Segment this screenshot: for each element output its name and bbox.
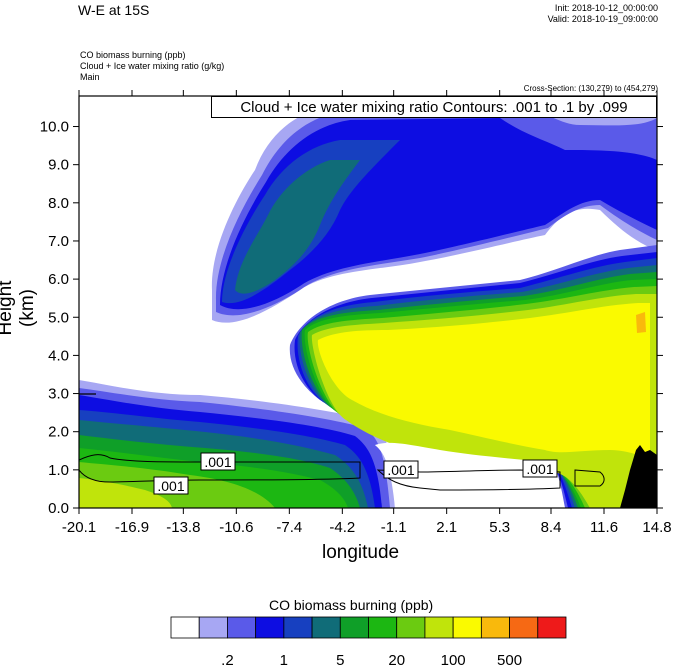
colorbar-tick-label: 500	[497, 652, 522, 667]
variable-line-1: CO biomass burning (ppb)	[80, 50, 186, 60]
y-tick-label: 6.0	[48, 271, 69, 288]
mid-band-orange	[636, 312, 646, 333]
colorbar-swatch	[283, 616, 313, 639]
y-tick-label: 1.0	[48, 462, 69, 479]
colorbar-swatch	[537, 616, 567, 639]
colorbar-swatch	[480, 616, 510, 639]
colorbar-tick-label: .2	[221, 652, 234, 667]
colorbar-swatch	[339, 616, 369, 639]
contour-label-box	[383, 460, 419, 479]
x-tick-label: -1.1	[381, 519, 407, 536]
colorbar-swatch	[396, 616, 426, 639]
colorbar-title: CO biomass burning (ppb)	[269, 597, 434, 613]
x-tick-label: 2.1	[436, 519, 457, 536]
contour-label: .001	[204, 454, 231, 470]
valid-time: Valid: 2018-10-19_09:00:00	[547, 14, 658, 24]
variable-line-3: Main	[80, 72, 100, 82]
colorbar-tick-label: 1	[280, 652, 288, 667]
cloud-contour-right	[574, 469, 605, 487]
y-tick-label: 7.0	[48, 233, 69, 250]
x-axis: -20.1 -16.9 -13.8 -10.6 -7.4 -4.2 -1.1 2.1 5.3 8.…	[62, 90, 672, 536]
contour-label: .001	[157, 478, 184, 494]
terrain	[620, 445, 657, 508]
x-axis-label: longitude	[322, 542, 400, 563]
y-tick-label: 4.0	[48, 347, 69, 364]
x-tick-label: -20.1	[62, 519, 96, 536]
y-tick-label: 10.0	[40, 119, 69, 136]
x-tick-label: 11.6	[590, 519, 618, 536]
upper-plume-teal	[235, 160, 360, 294]
colorbar-tick-label: 5	[336, 652, 344, 667]
contour-labels: .001 .001 .001 .001	[153, 452, 558, 495]
contour-info-box: Cloud + Ice water mixing ratio Contours:…	[211, 96, 657, 118]
init-time: Init: 2018-10-12_00:00:00	[554, 3, 658, 13]
colorbar-swatch	[311, 616, 341, 639]
clean-gap	[375, 442, 565, 508]
x-tick-label: -10.6	[219, 519, 253, 536]
contour-label: .001	[526, 461, 553, 477]
colorbar-swatch	[509, 616, 539, 639]
y-tick-label: 2.0	[48, 424, 69, 441]
cloud-contour-left	[79, 454, 361, 483]
colorbar-swatch	[198, 616, 228, 639]
y-tick-label: 9.0	[48, 157, 69, 174]
colorbar-swatch	[424, 616, 454, 639]
x-tick-label: -7.4	[276, 519, 302, 536]
y-tick-label: 8.0	[48, 195, 69, 212]
x-tick-label: -13.8	[166, 519, 200, 536]
lower-plume-yellowgreen	[79, 478, 172, 508]
y-axis: 0.0 1.0 2.0 3.0 4.0 5.0 6.0 7.0 8.0 9.0 10.0	[40, 119, 663, 517]
colorbar-swatch	[255, 616, 285, 639]
contour-label: .001	[387, 462, 414, 478]
colorbar-swatch	[368, 616, 398, 639]
x-tick-label: -4.2	[329, 519, 355, 536]
y-tick-label: 3.0	[48, 386, 69, 403]
cross-section-label: Cross-Section: (130,279) to (454,279)	[523, 84, 658, 93]
chart-title: W-E at 15S	[78, 2, 150, 18]
colorbar-tick-label: 100	[441, 652, 466, 667]
contour-label-box	[522, 459, 558, 478]
plot-fill	[79, 96, 657, 508]
x-tick-label: -16.9	[115, 519, 149, 536]
colorbar-tick-label: 20	[388, 652, 405, 667]
y-tick-label: 5.0	[48, 309, 69, 326]
x-tick-label: 5.3	[489, 519, 510, 536]
cloud-contour-mid	[376, 469, 561, 491]
mid-band-yellow	[317, 303, 650, 460]
colorbar: .2 1 5 20 100 500	[170, 616, 567, 667]
y-tick-label: 0.0	[48, 500, 69, 517]
colorbar-swatch	[227, 616, 257, 639]
colorbar-swatch	[452, 616, 482, 639]
x-tick-label: 8.4	[541, 519, 562, 536]
x-tick-label: 14.8	[642, 519, 671, 536]
variable-line-2: Cloud + Ice water mixing ratio (g/kg)	[80, 61, 225, 71]
colorbar-swatch	[170, 616, 200, 639]
contour-label-box	[153, 476, 189, 495]
y-axis-label: Height (km)	[0, 280, 38, 336]
contour-label-box	[200, 452, 236, 471]
